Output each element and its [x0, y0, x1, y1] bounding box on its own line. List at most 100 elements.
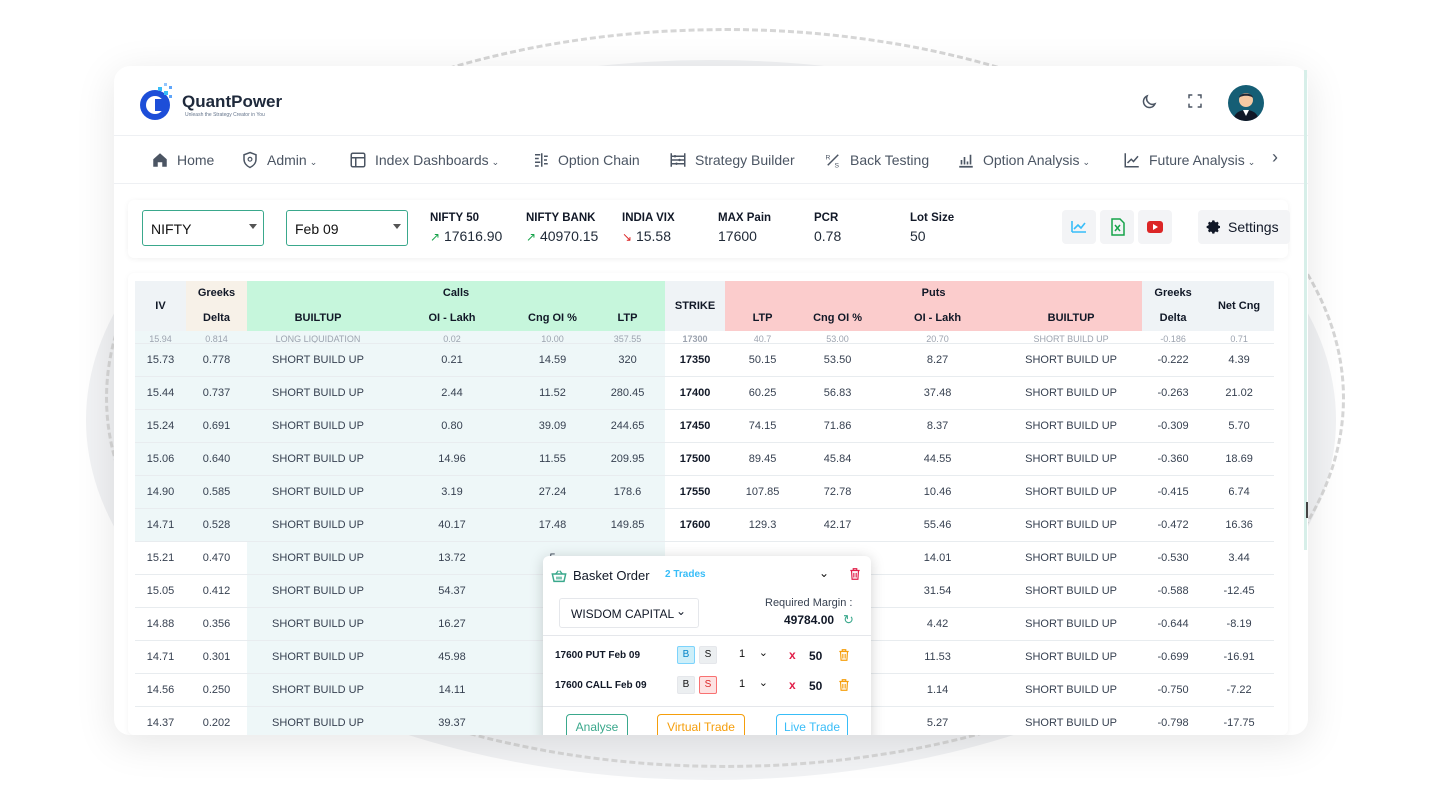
col-header-delta[interactable]: Delta	[186, 305, 247, 331]
cell-net-cng: -8.19	[1204, 607, 1275, 641]
table-row[interactable]: 14.71 0.528 SHORT BUILD UP 40.17 17.48 149.85…	[135, 508, 1275, 542]
buy-toggle[interactable]: B	[677, 676, 695, 694]
cell-put-delta: -0.360	[1142, 442, 1205, 476]
refresh-icon[interactable]: ↻	[843, 612, 854, 627]
sell-toggle[interactable]: S	[699, 676, 717, 694]
delete-order-icon[interactable]	[837, 678, 851, 692]
table-row[interactable]: 15.44 0.737 SHORT BUILD UP 2.44 11.52 280.45 1…	[135, 376, 1275, 410]
stat-value: 0.78	[814, 228, 842, 244]
live-trade-button[interactable]: Live Trade	[776, 714, 848, 735]
excel-export-button[interactable]	[1100, 210, 1134, 244]
brand-logo[interactable]: QuantPower Unleash the Strategy Creator …	[138, 82, 290, 126]
youtube-icon	[1147, 221, 1163, 233]
analyse-button[interactable]: Analyse	[566, 714, 628, 735]
cell-call-ltp: 357.55	[590, 331, 666, 344]
delete-basket-icon[interactable]	[848, 567, 862, 581]
line-chart-icon	[1071, 221, 1086, 233]
delete-order-icon[interactable]	[837, 648, 851, 662]
required-margin-value: 49784.00	[784, 613, 835, 627]
col-header-ltp[interactable]: LTP	[590, 305, 666, 331]
virtual-trade-button[interactable]: Virtual Trade	[657, 714, 745, 735]
col-header-greeks: Greeks	[186, 281, 247, 305]
col-header-cng-oi[interactable]: Cng OI %	[800, 305, 876, 331]
cell-call-ltp: 209.95	[590, 442, 666, 476]
fullscreen-icon[interactable]	[1185, 93, 1205, 113]
cell-put-delta: -0.699	[1142, 640, 1205, 674]
collapse-chevron-icon[interactable]: ⌄	[819, 566, 830, 580]
col-header-cng-oi[interactable]: Cng OI %	[515, 305, 590, 331]
cell-call-ltp: 320	[590, 343, 666, 377]
cell-call-delta: 0.356	[186, 607, 247, 641]
quantity-select[interactable]: 1 ⌄	[736, 646, 770, 664]
cell-put-ltp: 40.7	[725, 331, 801, 344]
table-row[interactable]: 15.73 0.778 SHORT BUILD UP 0.21 14.59 320 1735…	[135, 343, 1275, 377]
cell-put-delta: -0.588	[1142, 574, 1205, 608]
cell-put-ltp: 60.25	[725, 376, 801, 410]
nav-label: Option Chain	[558, 152, 640, 168]
background-dashed-ring	[105, 28, 1345, 768]
cell-iv: 14.88	[135, 607, 186, 641]
youtube-button[interactable]	[1138, 210, 1172, 244]
broker-select[interactable]: WISDOM CAPITAL ⌄	[559, 598, 699, 628]
order-instrument: 17600 CALL Feb 09	[555, 680, 647, 691]
cell-call-builtup: SHORT BUILD UP	[247, 376, 389, 410]
cell-put-cng-oi: 45.84	[800, 442, 876, 476]
trend-down-icon: ↘	[622, 230, 633, 244]
settings-button[interactable]: Settings	[1198, 210, 1290, 244]
col-header-strike[interactable]: STRIKE	[665, 281, 726, 331]
chevron-down-icon: ⌄	[758, 647, 768, 659]
chart-button[interactable]	[1062, 210, 1096, 244]
excel-icon	[1111, 218, 1125, 236]
col-header-builtup[interactable]: BUILTUP	[247, 305, 389, 331]
nav-label: Option Analysis	[983, 152, 1080, 168]
col-header-oi[interactable]: OI - Lakh	[875, 305, 1001, 331]
table-row[interactable]: 14.90 0.585 SHORT BUILD UP 3.19 27.24 178.6 17…	[135, 475, 1275, 509]
dark-mode-moon-icon[interactable]	[1139, 93, 1159, 113]
quantity-value: 1	[739, 678, 746, 690]
cell-iv: 14.90	[135, 475, 186, 509]
brand-name: QuantPower	[182, 92, 283, 111]
buy-toggle[interactable]: B	[677, 646, 695, 664]
cell-put-delta: -0.415	[1142, 475, 1205, 509]
cell-iv: 14.37	[135, 706, 186, 735]
cell-strike: 17350	[665, 343, 726, 377]
nav-label: Admin	[267, 152, 307, 168]
cell-call-builtup: SHORT BUILD UP	[247, 541, 389, 575]
symbol-select[interactable]: NIFTY	[142, 210, 264, 246]
col-header-builtup[interactable]: BUILTUP	[1000, 305, 1143, 331]
col-header-ltp[interactable]: LTP	[725, 305, 801, 331]
col-header-oi[interactable]: OI - Lakh	[389, 305, 515, 331]
stat-label: NIFTY 50	[430, 212, 479, 224]
cell-put-oi: 44.55	[875, 442, 1001, 476]
cell-put-cng-oi: 53.50	[800, 343, 876, 377]
cell-put-ltp: 89.45	[725, 442, 801, 476]
cell-call-oi: 45.98	[389, 640, 515, 674]
cell-call-oi: 16.27	[389, 607, 515, 641]
cell-call-oi: 3.19	[389, 475, 515, 509]
cell-net-cng: 3.44	[1204, 541, 1275, 575]
col-header-delta[interactable]: Delta	[1142, 305, 1205, 331]
svg-text:R: R	[826, 154, 831, 161]
col-header-net-cng[interactable]: Net Cng	[1204, 281, 1275, 331]
table-row[interactable]: 15.06 0.640 SHORT BUILD UP 14.96 11.55 209.95…	[135, 442, 1275, 476]
resize-handle[interactable]	[1306, 502, 1308, 518]
sell-toggle[interactable]: S	[699, 646, 717, 664]
nav-scroll-right-icon[interactable]: ›	[1272, 147, 1278, 167]
user-avatar[interactable]	[1228, 85, 1264, 121]
cell-iv: 14.71	[135, 508, 186, 542]
cell-put-oi: 14.01	[875, 541, 1001, 575]
cell-net-cng: -17.75	[1204, 706, 1275, 735]
expiry-select[interactable]: Feb 09	[286, 210, 408, 246]
cell-call-oi: 0.02	[389, 331, 515, 344]
cell-put-builtup: SHORT BUILD UP	[1000, 331, 1143, 344]
cell-call-ltp: 280.45	[590, 376, 666, 410]
col-header-iv[interactable]: IV	[135, 281, 186, 331]
table-row[interactable]: 15.94 0.814 LONG LIQUIDATION 0.02 10.00 357.5…	[135, 331, 1275, 344]
table-row[interactable]: 15.24 0.691 SHORT BUILD UP 0.80 39.09 244.65 1…	[135, 409, 1275, 443]
stat-value: 50	[910, 228, 926, 244]
cell-net-cng: -16.91	[1204, 640, 1275, 674]
basket-title: Basket Order	[573, 568, 650, 583]
cell-call-cng-oi: 10.00	[515, 331, 590, 344]
quantity-select[interactable]: 1 ⌄	[736, 676, 770, 694]
